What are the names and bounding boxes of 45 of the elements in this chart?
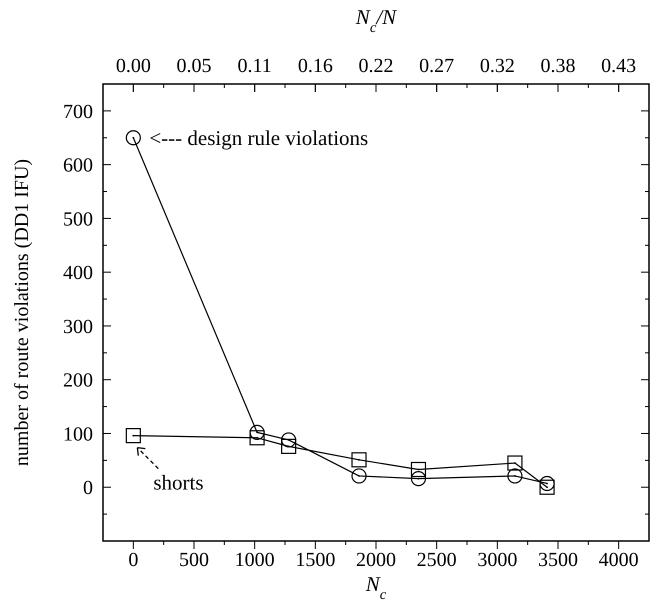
point — [507, 468, 523, 484]
x-tick-label: 2500 — [416, 549, 457, 571]
point — [507, 455, 523, 471]
x2-axis-title: N$_{c}$/N — [354, 5, 398, 36]
point — [281, 438, 296, 454]
x-tick-label: 1000 — [234, 549, 275, 571]
point — [351, 468, 367, 484]
x-tick-label: 500 — [179, 549, 209, 571]
y-tick-label: 300 — [63, 316, 93, 338]
x-tick-label: 0 — [128, 549, 138, 571]
x-axis-title: N$_{c}$ — [364, 572, 387, 603]
y-tick-label: 0 — [83, 477, 93, 500]
y-tick-label: 600 — [63, 154, 93, 177]
x-tick-label: 4000 — [598, 549, 639, 571]
x2-tick-label: 0.38 — [540, 55, 576, 77]
x-tick-label: 1500 — [295, 549, 336, 571]
y-tick-label: 200 — [63, 370, 93, 392]
x2-tick-label: 0.05 — [176, 55, 212, 77]
x-tick-label: 3500 — [538, 549, 578, 571]
x2-tick-label: 0.32 — [480, 55, 515, 77]
point — [281, 432, 296, 448]
point — [126, 130, 141, 146]
x-tick-label: 2000 — [356, 549, 396, 571]
point — [539, 476, 555, 492]
x2-tick-label: 0.16 — [298, 55, 333, 77]
point — [410, 471, 426, 486]
x2-tick-label: 0.43 — [601, 55, 636, 77]
y-tick-label: 100 — [63, 423, 93, 446]
x-tick-label: 3000 — [477, 549, 518, 571]
x2-tick-label: 0.22 — [358, 55, 394, 77]
point — [126, 428, 141, 444]
x2-tick-label: 0.00 — [116, 55, 151, 77]
y-tick-label: 700 — [63, 100, 93, 123]
point — [539, 480, 555, 495]
point — [410, 462, 426, 478]
x2-tick-label: 0.11 — [238, 55, 272, 77]
y-axis-title: number of route violations (DD1 IFU) — [11, 158, 33, 466]
point — [249, 430, 265, 446]
y-tick-label: 400 — [63, 262, 93, 284]
y-tick-label: 500 — [63, 208, 93, 230]
x2-tick-label: 0.27 — [419, 55, 454, 77]
annotation: <--- design rule violations — [149, 126, 368, 150]
point — [351, 452, 367, 468]
point — [249, 424, 265, 440]
annotation: shorts — [153, 470, 204, 495]
